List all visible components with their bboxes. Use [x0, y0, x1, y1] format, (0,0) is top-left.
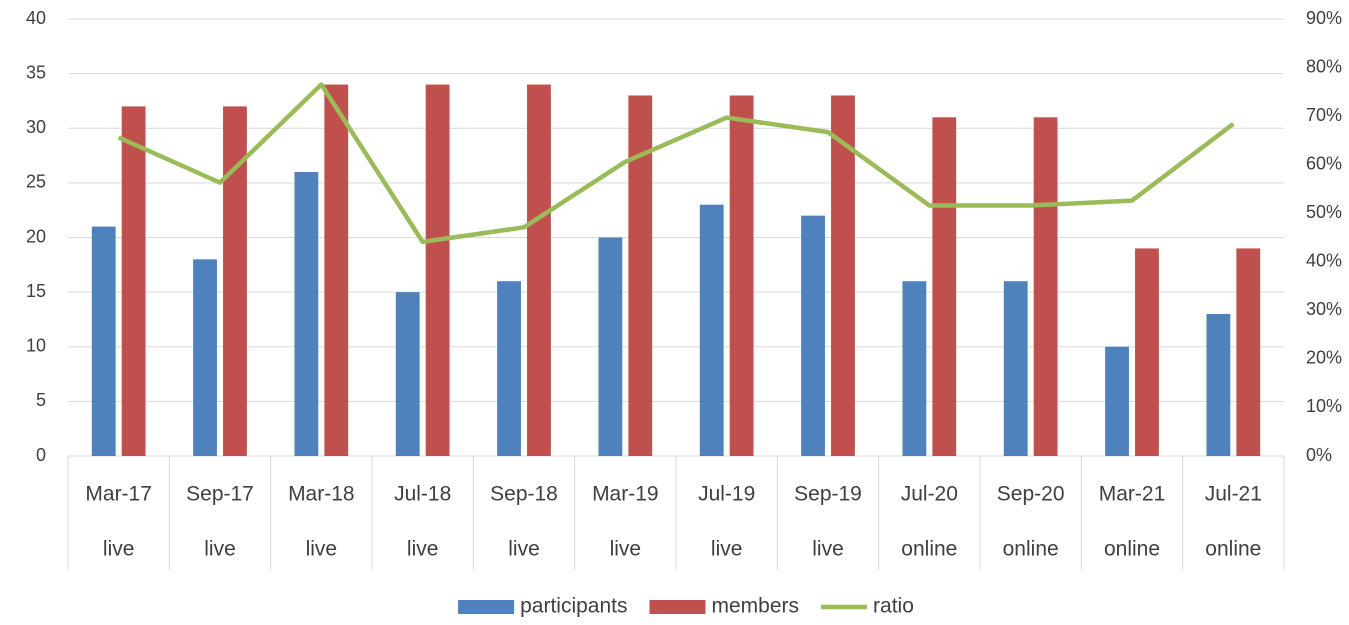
legend-item: members — [649, 595, 800, 618]
x-tick-label: Jul-21 — [1205, 483, 1262, 506]
y2-tick-label: 40% — [1306, 251, 1342, 271]
x-tick-label: Jul-18 — [394, 483, 451, 506]
bar — [497, 281, 521, 456]
bar — [831, 95, 855, 456]
bar — [598, 237, 623, 456]
x-tick-label: Mar-21 — [1099, 483, 1166, 506]
legend-swatch — [649, 600, 706, 614]
y-tick-label: 15 — [26, 281, 46, 301]
x-tick-label: Sep-19 — [794, 483, 862, 506]
x-group-label: live — [508, 538, 540, 561]
y2-tick-label: 10% — [1306, 396, 1342, 416]
y-tick-label: 20 — [26, 226, 46, 246]
legend-label: participants — [520, 595, 627, 618]
x-tick-label: Jul-19 — [698, 483, 755, 506]
x-tick-label: Sep-18 — [490, 483, 558, 506]
legend-swatch — [458, 600, 515, 614]
bar — [91, 226, 116, 456]
x-tick-label: Mar-19 — [592, 483, 659, 506]
bar — [801, 215, 825, 456]
x-tick-label: Jul-20 — [901, 483, 958, 506]
x-tick-label: Mar-18 — [288, 483, 355, 506]
bar — [223, 106, 247, 457]
bar — [1135, 248, 1159, 456]
bar — [1236, 248, 1261, 456]
legend-label: ratio — [873, 595, 914, 618]
x-group-label: live — [711, 538, 743, 561]
bar — [395, 292, 420, 456]
bar — [932, 117, 957, 456]
x-group-label: online — [1104, 538, 1160, 561]
x-group-label: live — [407, 538, 439, 561]
x-tick-label: Mar-17 — [85, 483, 152, 506]
bar — [294, 171, 319, 456]
bar — [1033, 117, 1058, 456]
bar — [699, 204, 724, 456]
y-tick-label: 30 — [26, 117, 46, 137]
y-tick-label: 10 — [26, 336, 46, 356]
y2-tick-label: 30% — [1306, 299, 1342, 319]
y2-tick-label: 90% — [1306, 8, 1342, 28]
x-group-label: online — [1205, 538, 1261, 561]
y2-tick-label: 60% — [1306, 153, 1342, 173]
bar — [425, 84, 450, 457]
bar — [324, 84, 349, 457]
bar — [1003, 281, 1028, 456]
y2-tick-label: 50% — [1306, 202, 1342, 222]
bar — [729, 95, 754, 456]
x-group-label: live — [610, 538, 642, 561]
legend-label: members — [712, 595, 800, 618]
bar — [902, 281, 927, 456]
y-tick-label: 5 — [36, 390, 46, 410]
line — [117, 82, 1235, 245]
y-tick-label: 25 — [26, 172, 46, 192]
x-tick-label: Sep-20 — [997, 483, 1065, 506]
x-group-label: live — [306, 538, 338, 561]
legend-item: ratio — [821, 595, 914, 618]
x-group-label: live — [204, 538, 236, 561]
y2-tick-label: 80% — [1306, 56, 1342, 76]
y-tick-label: 40 — [26, 8, 46, 28]
bar — [628, 95, 653, 456]
bar — [1105, 346, 1129, 456]
bar — [193, 259, 217, 456]
x-tick-label: Sep-17 — [186, 483, 254, 506]
bar — [1206, 313, 1231, 456]
y2-tick-label: 20% — [1306, 348, 1342, 368]
y-tick-label: 0 — [36, 445, 46, 465]
bar — [527, 84, 551, 457]
x-group-label: live — [103, 538, 135, 561]
y2-tick-label: 0% — [1306, 445, 1332, 465]
x-group-label: live — [812, 538, 844, 561]
x-group-label: online — [901, 538, 957, 561]
bar — [121, 106, 146, 457]
x-group-label: online — [1003, 538, 1059, 561]
y2-tick-label: 70% — [1306, 105, 1342, 125]
legend-item: participants — [458, 595, 628, 618]
y-tick-label: 35 — [26, 62, 46, 82]
